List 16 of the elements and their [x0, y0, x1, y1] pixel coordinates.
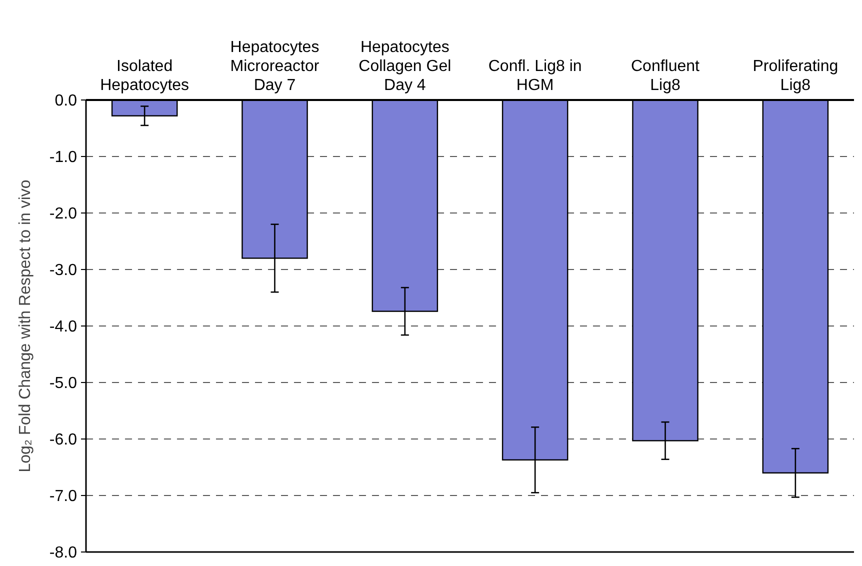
- y-tick-label: -8.0: [49, 544, 78, 562]
- y-tick-label: 0.0: [54, 92, 78, 110]
- y-tick-label: -6.0: [49, 432, 78, 449]
- y-tick-label: -4.0: [49, 318, 78, 336]
- y-tick-label: -3.0: [49, 262, 78, 280]
- x-tick-label: Isolated Hepatocytes: [100, 58, 190, 94]
- x-tick-label: Confl. Lig8 in HGM: [488, 58, 582, 94]
- y-tick-label: -2.0: [49, 206, 78, 223]
- y-axis-title: Log₂ Fold Change with Respect to in vivo: [17, 180, 34, 472]
- x-tick-label: Hepatocytes Microreactor Day 7: [230, 39, 320, 94]
- x-tick-label: Confluent Lig8: [631, 58, 700, 94]
- x-tick-label: Hepatocytes Collagen Gel Day 4: [358, 39, 452, 94]
- y-tick-label: -5.0: [49, 375, 78, 392]
- y-tick-label: -1.0: [49, 149, 78, 166]
- y-tick-label: -7.0: [49, 488, 78, 506]
- x-tick-label: Proliferating Lig8: [752, 58, 838, 94]
